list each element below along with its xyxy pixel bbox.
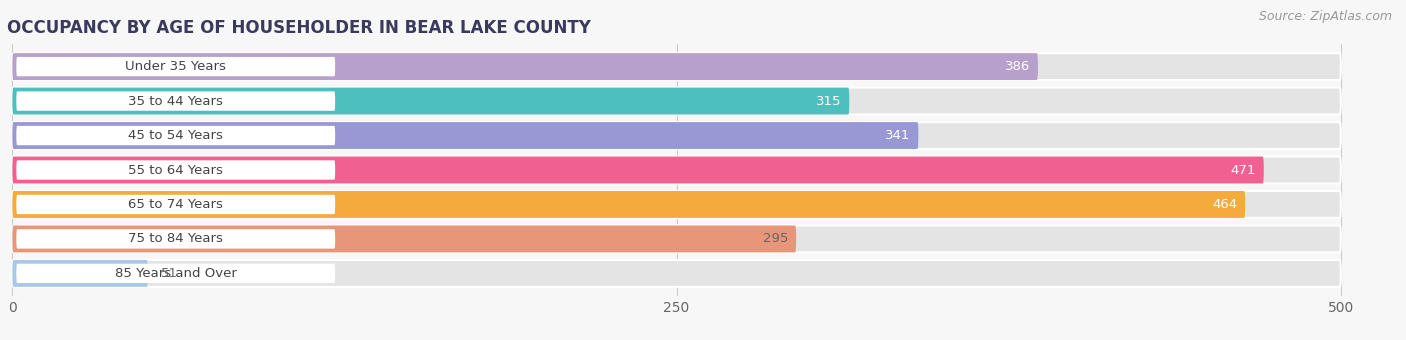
Text: 35 to 44 Years: 35 to 44 Years — [128, 95, 224, 107]
FancyBboxPatch shape — [13, 122, 918, 149]
FancyBboxPatch shape — [13, 53, 1341, 80]
FancyBboxPatch shape — [13, 191, 1341, 218]
Text: 471: 471 — [1230, 164, 1256, 176]
FancyBboxPatch shape — [13, 53, 1038, 80]
Text: 341: 341 — [884, 129, 911, 142]
Text: 75 to 84 Years: 75 to 84 Years — [128, 233, 224, 245]
FancyBboxPatch shape — [13, 225, 1341, 252]
FancyBboxPatch shape — [13, 88, 849, 115]
FancyBboxPatch shape — [13, 225, 796, 252]
FancyBboxPatch shape — [13, 156, 1264, 184]
FancyBboxPatch shape — [17, 229, 335, 249]
FancyBboxPatch shape — [13, 156, 1341, 184]
Text: 464: 464 — [1212, 198, 1237, 211]
FancyBboxPatch shape — [17, 264, 335, 283]
Text: OCCUPANCY BY AGE OF HOUSEHOLDER IN BEAR LAKE COUNTY: OCCUPANCY BY AGE OF HOUSEHOLDER IN BEAR … — [7, 19, 591, 37]
FancyBboxPatch shape — [17, 126, 335, 145]
Text: 315: 315 — [815, 95, 841, 107]
FancyBboxPatch shape — [17, 160, 335, 180]
Text: 295: 295 — [763, 233, 789, 245]
Text: 51: 51 — [162, 267, 179, 280]
Text: Under 35 Years: Under 35 Years — [125, 60, 226, 73]
Text: 65 to 74 Years: 65 to 74 Years — [128, 198, 224, 211]
FancyBboxPatch shape — [13, 260, 1341, 287]
Text: 386: 386 — [1005, 60, 1031, 73]
FancyBboxPatch shape — [13, 260, 148, 287]
Text: 85 Years and Over: 85 Years and Over — [115, 267, 236, 280]
FancyBboxPatch shape — [13, 88, 1341, 115]
FancyBboxPatch shape — [17, 91, 335, 111]
FancyBboxPatch shape — [13, 191, 1246, 218]
Text: 45 to 54 Years: 45 to 54 Years — [128, 129, 224, 142]
FancyBboxPatch shape — [17, 57, 335, 76]
FancyBboxPatch shape — [13, 122, 1341, 149]
Text: Source: ZipAtlas.com: Source: ZipAtlas.com — [1258, 10, 1392, 23]
Text: 55 to 64 Years: 55 to 64 Years — [128, 164, 224, 176]
FancyBboxPatch shape — [17, 195, 335, 214]
